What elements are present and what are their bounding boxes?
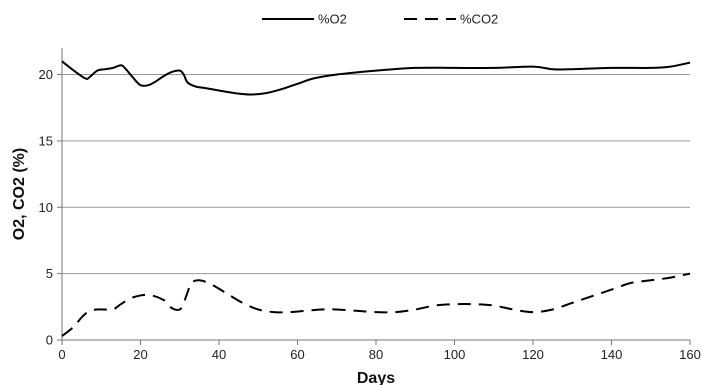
series-lines — [61, 60, 691, 337]
x-tick-label-3: 60 — [290, 347, 304, 362]
y-tick-label-0: 0 — [46, 333, 53, 348]
x-axis-title: Days — [357, 370, 395, 385]
y-tick-labels: 0 5 10 15 20 — [39, 67, 53, 347]
y-tick-label-3: 15 — [39, 133, 53, 148]
axes — [57, 48, 691, 345]
x-tick-label-1: 20 — [133, 347, 147, 362]
series-line-o2 — [61, 60, 691, 96]
x-tick-label-7: 140 — [601, 347, 623, 362]
x-tick-label-8: 160 — [679, 347, 701, 362]
x-tick-label-2: 40 — [212, 347, 226, 362]
y-tick-label-1: 5 — [46, 266, 53, 281]
legend-label-o2: %O2 — [318, 12, 347, 27]
y-axis-title: O2, CO2 (%) — [11, 148, 28, 240]
x-tick-labels: 0 20 40 60 80 100 120 140 160 — [58, 347, 700, 362]
x-tick-label-5: 100 — [444, 347, 466, 362]
legend: %O2 %CO2 — [262, 12, 498, 27]
legend-label-co2: %CO2 — [460, 12, 498, 27]
y-tick-label-2: 10 — [39, 200, 53, 215]
series-line-co2 — [61, 272, 691, 337]
x-tick-label-4: 80 — [369, 347, 383, 362]
x-tick-label-0: 0 — [58, 347, 65, 362]
gridlines — [62, 74, 690, 275]
y-tick-label-4: 20 — [39, 67, 53, 82]
x-tick-label-6: 120 — [522, 347, 544, 362]
